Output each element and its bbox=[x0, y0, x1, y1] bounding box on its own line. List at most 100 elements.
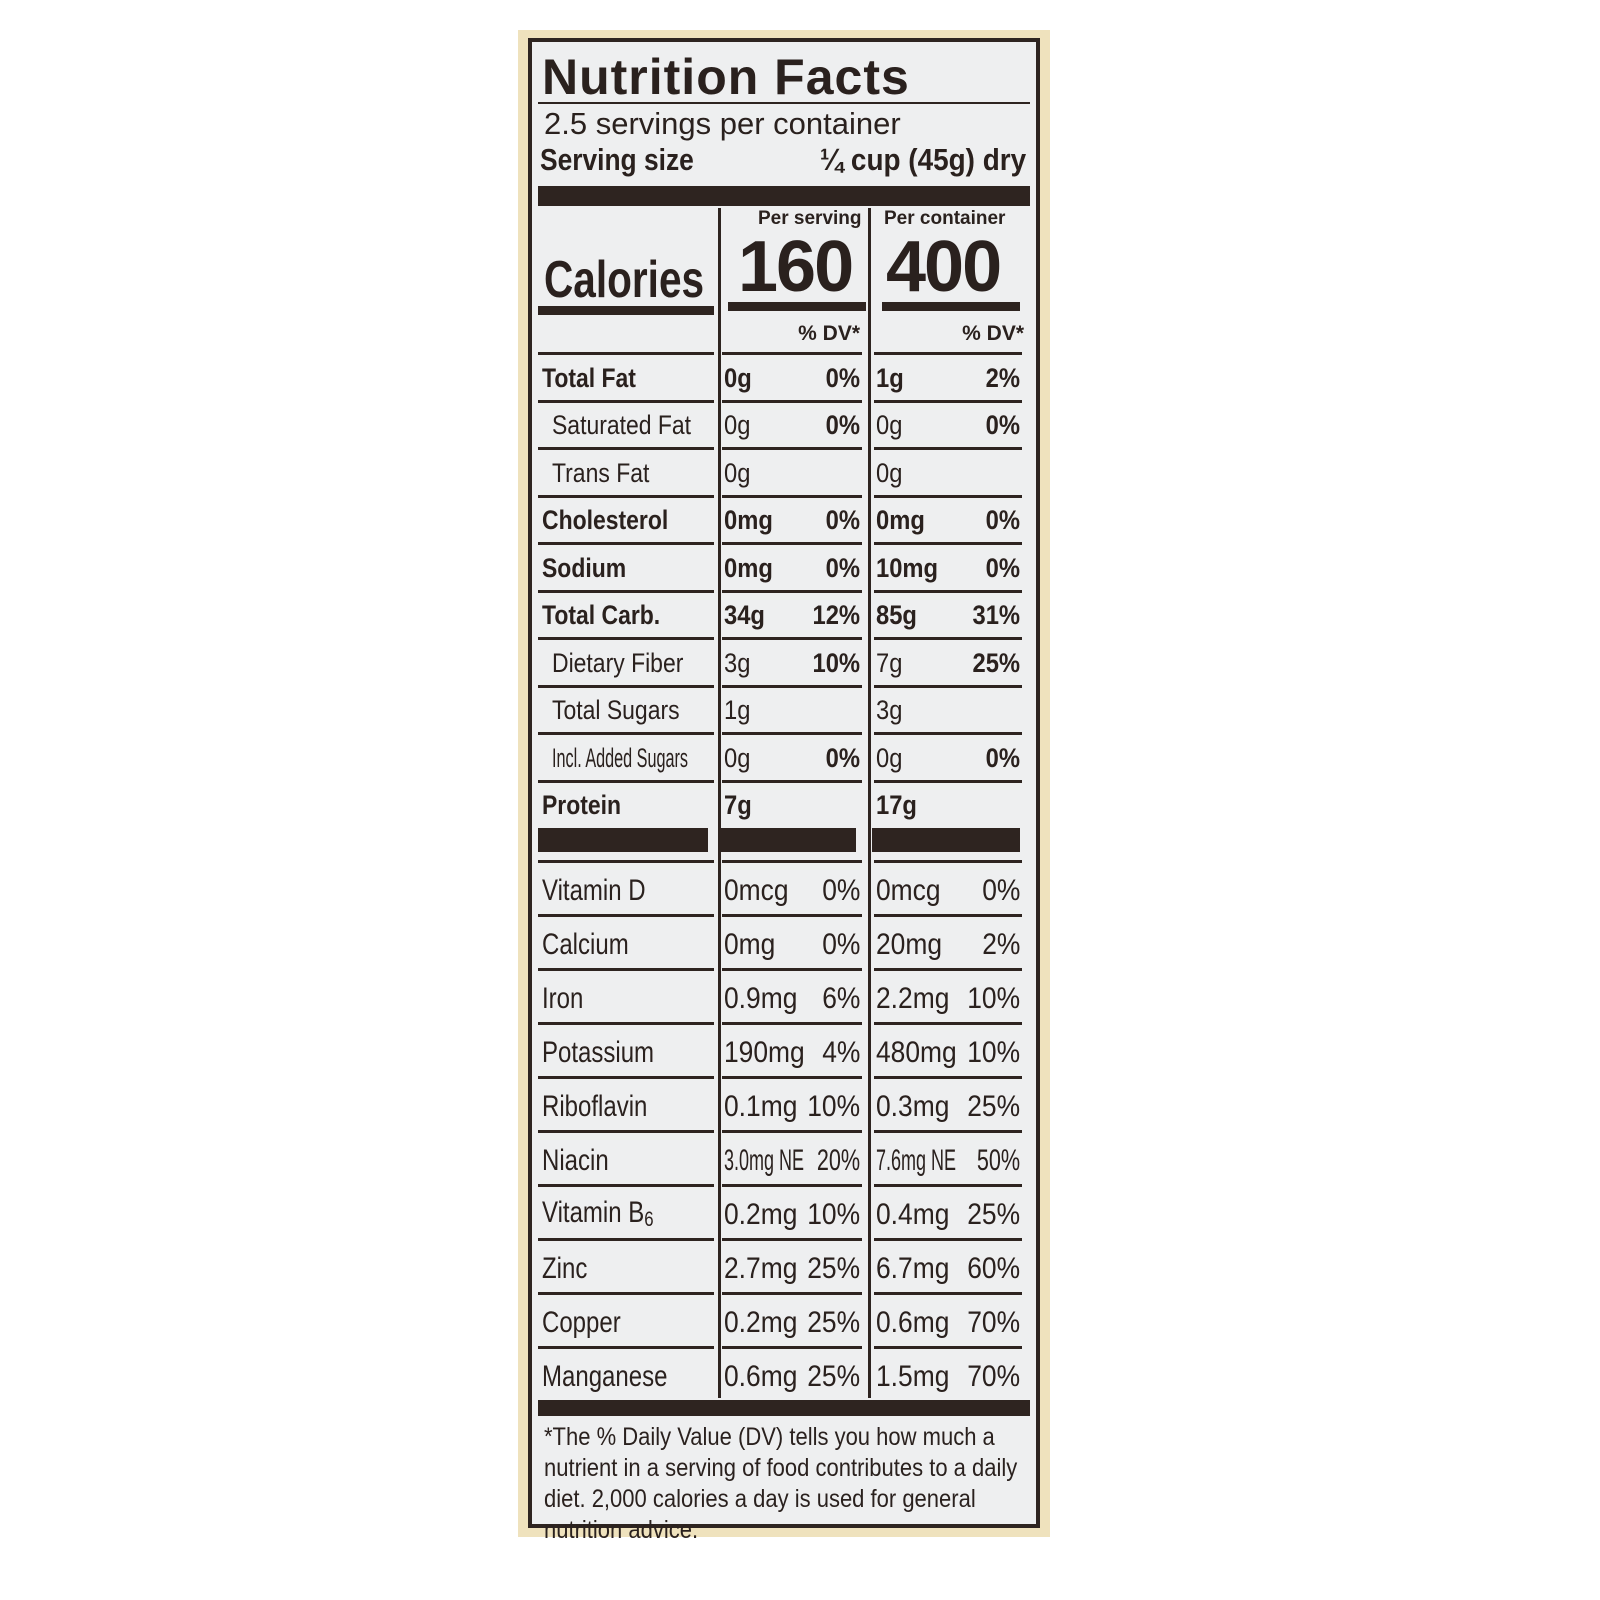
nutrient-row: Protein 7g 17g bbox=[532, 779, 1036, 828]
container-dv: 2% bbox=[985, 362, 1020, 393]
nutrient-name-cell: Zinc bbox=[538, 1238, 714, 1292]
per-container-cell: 7g 25% bbox=[874, 637, 1022, 685]
serving-amount: 1g bbox=[724, 695, 751, 725]
per-serving-cell: 0.6mg 25% bbox=[722, 1346, 862, 1400]
serving-dv: 6% bbox=[821, 982, 860, 1015]
per-container-cell: 0.4mg 25% bbox=[874, 1184, 1022, 1238]
serving-dv: 0% bbox=[825, 362, 860, 393]
per-serving-cell: 0.1mg 10% bbox=[722, 1076, 862, 1130]
calories-per-container: 400 bbox=[886, 227, 1002, 307]
per-serving-cell: 1g bbox=[722, 684, 862, 733]
container-dv: 70% bbox=[967, 1306, 1020, 1339]
nutrient-name: Zinc bbox=[542, 1252, 588, 1285]
per-serving-cell: 0g 0% bbox=[722, 352, 862, 400]
per-serving-cell: 0mg 0% bbox=[722, 494, 862, 543]
nutrient-name: Total Fat bbox=[542, 362, 636, 393]
footnote: *The % Daily Value (DV) tells you how mu… bbox=[544, 1423, 1018, 1544]
serving-dv: 0% bbox=[825, 505, 860, 535]
container-amount: 0mcg bbox=[876, 874, 941, 907]
nutrient-name: Vitamin D bbox=[542, 874, 646, 907]
nutrient-name: Niacin bbox=[542, 1144, 609, 1177]
per-serving-cell: 0mg 0% bbox=[722, 914, 862, 968]
serving-amount: 0g bbox=[724, 457, 751, 488]
container-amount: 0.6mg bbox=[876, 1306, 950, 1339]
container-dv: 60% bbox=[967, 1252, 1020, 1285]
calories-bar bbox=[728, 302, 866, 311]
nutrient-name: Calcium bbox=[542, 928, 629, 961]
thick-divider bbox=[538, 828, 708, 852]
per-container-cell: 3g bbox=[874, 684, 1022, 733]
container-dv: 10% bbox=[967, 982, 1020, 1015]
per-container-cell: 7.6mg NE 50% bbox=[874, 1130, 1022, 1184]
nutrient-row: Incl. Added Sugars 0g 0% 0g 0% bbox=[532, 732, 1036, 780]
nutrient-row: Riboflavin 0.1mg 10% 0.3mg 25% bbox=[532, 1076, 1036, 1130]
serving-amount: 7g bbox=[724, 790, 752, 820]
serving-amount: 34g bbox=[724, 600, 765, 630]
nutrient-name: Iron bbox=[542, 982, 584, 1015]
nutrient-name-cell: Riboflavin bbox=[538, 1076, 714, 1130]
container-dv: 25% bbox=[967, 1090, 1020, 1123]
serving-dv: 0% bbox=[821, 928, 860, 961]
nutrient-name-cell: Potassium bbox=[538, 1022, 714, 1076]
nutrient-row: Cholesterol 0mg 0% 0mg 0% bbox=[532, 494, 1036, 543]
serving-amount: 2.7mg bbox=[724, 1252, 798, 1285]
container-amount: 7.6mg NE bbox=[876, 1144, 957, 1177]
nutrient-name: Cholesterol bbox=[542, 505, 669, 535]
serving-amount: 0g bbox=[724, 410, 751, 440]
serving-amount: 0.2mg bbox=[724, 1198, 798, 1231]
nutrient-row: Iron 0.9mg 6% 2.2mg 10% bbox=[532, 968, 1036, 1022]
nutrient-row: Vitamin D 0mcg 0% 0mcg 0% bbox=[532, 860, 1036, 914]
container-amount: 1g bbox=[876, 362, 904, 393]
dv-header-serving: % DV* bbox=[798, 322, 860, 345]
container-amount: 10mg bbox=[876, 552, 939, 583]
container-amount: 0g bbox=[876, 410, 903, 440]
container-dv: 0% bbox=[985, 742, 1020, 773]
serving-size-value: ¼ cup (45g) dry bbox=[819, 142, 1026, 177]
per-container-header: Per container bbox=[884, 208, 1006, 229]
nutrient-name-cell: Total Sugars bbox=[538, 684, 714, 733]
per-serving-cell: 0.9mg 6% bbox=[722, 968, 862, 1022]
serving-dv: 4% bbox=[821, 1036, 860, 1069]
container-dv: 0% bbox=[981, 874, 1020, 907]
nutrient-name: Protein bbox=[542, 790, 622, 820]
per-serving-cell: 34g 12% bbox=[722, 589, 862, 638]
serving-dv: 12% bbox=[812, 600, 860, 630]
per-container-cell: 0g 0% bbox=[874, 399, 1022, 448]
serving-amount: 0mg bbox=[724, 505, 773, 535]
container-dv: 2% bbox=[981, 928, 1020, 961]
nutrient-name-cell: Dietary Fiber bbox=[538, 637, 714, 685]
container-amount: 7g bbox=[876, 647, 903, 678]
nutrient-row: Total Carb. 34g 12% 85g 31% bbox=[532, 589, 1036, 638]
container-amount: 0.3mg bbox=[876, 1090, 950, 1123]
container-amount: 85g bbox=[876, 600, 917, 630]
serving-size-label: Serving size bbox=[540, 142, 694, 177]
label-title: Nutrition Facts bbox=[542, 49, 910, 105]
per-serving-cell: 0g bbox=[722, 447, 862, 495]
serving-amount: 0mg bbox=[724, 552, 773, 583]
container-amount: 0mg bbox=[876, 505, 925, 535]
nutrient-name-cell: Iron bbox=[538, 968, 714, 1022]
nutrient-row: Total Fat 0g 0% 1g 2% bbox=[532, 352, 1036, 400]
nutrient-row: Potassium 190mg 4% 480mg 10% bbox=[532, 1022, 1036, 1076]
container-amount: 480mg bbox=[876, 1036, 957, 1069]
nutrient-row: Trans Fat 0g 0g bbox=[532, 447, 1036, 495]
serving-dv: 10% bbox=[807, 1198, 860, 1231]
serving-dv: 0% bbox=[825, 552, 860, 583]
serving-amount: 0.1mg bbox=[724, 1090, 798, 1123]
per-serving-cell: 0.2mg 10% bbox=[722, 1184, 862, 1238]
nutrient-name: Copper bbox=[542, 1306, 621, 1339]
nutrient-name-cell: Vitamin B6 bbox=[538, 1184, 714, 1238]
serving-dv: 25% bbox=[807, 1252, 860, 1285]
container-amount: 0g bbox=[876, 457, 903, 488]
per-serving-cell: 190mg 4% bbox=[722, 1022, 862, 1076]
per-container-cell: 0mcg 0% bbox=[874, 860, 1022, 914]
container-amount: 6.7mg bbox=[876, 1252, 950, 1285]
servings-per-container: 2.5 servings per container bbox=[544, 106, 901, 141]
nutrition-facts-panel: Nutrition Facts 2.5 servings per contain… bbox=[528, 38, 1040, 1544]
nutrient-name-cell: Total Fat bbox=[538, 352, 714, 400]
per-serving-cell: 0g 0% bbox=[722, 732, 862, 780]
nutrient-row: Vitamin B6 0.2mg 10% 0.4mg 25% bbox=[532, 1184, 1036, 1238]
nutrient-name-cell: Total Carb. bbox=[538, 589, 714, 638]
serving-amount: 3g bbox=[724, 647, 751, 678]
per-container-cell: 1.5mg 70% bbox=[874, 1346, 1022, 1400]
